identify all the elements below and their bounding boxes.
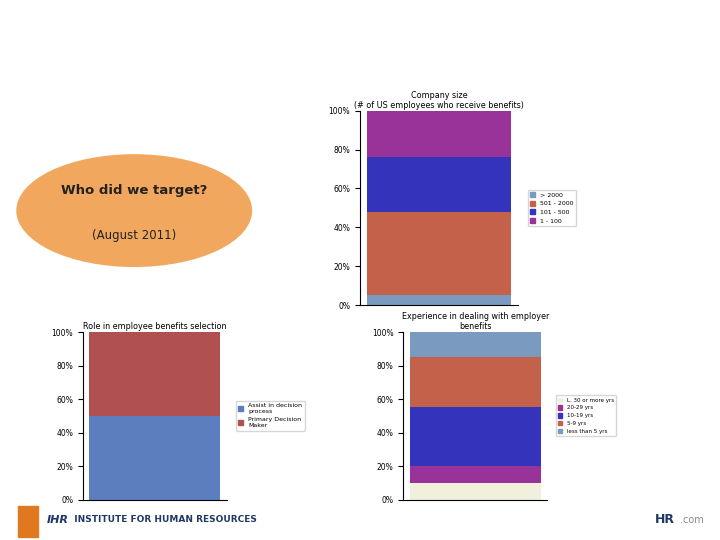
Bar	[89, 332, 220, 416]
Text: INSTITUTE FOR HUMAN RESOURCES: INSTITUTE FOR HUMAN RESOURCES	[68, 515, 257, 524]
Ellipse shape	[17, 154, 252, 267]
Bar	[410, 357, 541, 407]
Legend: Assist in decision
process, Primary Decision
Maker: Assist in decision process, Primary Deci…	[235, 401, 305, 431]
Legend: L. 30 or more yrs, 20-29 yrs, 10-19 yrs, 5-9 yrs, less than 5 yrs: L. 30 or more yrs, 20-29 yrs, 10-19 yrs,…	[556, 395, 616, 436]
Bar	[410, 332, 541, 357]
Text: IHR: IHR	[47, 515, 69, 525]
Bar	[367, 295, 511, 305]
Title: Company size
(# of US employees who receive benefits): Company size (# of US employees who rece…	[354, 91, 524, 110]
Bar	[367, 157, 511, 212]
Text: HR: HR	[655, 513, 675, 526]
Legend: > 2000, 501 - 2000, 101 - 500, 1 - 100: > 2000, 501 - 2000, 101 - 500, 1 - 100	[528, 190, 577, 226]
Bar	[410, 483, 541, 500]
Text: Employer Survey Parameters: Employer Survey Parameters	[29, 31, 528, 60]
Text: .com: .com	[680, 515, 704, 525]
Bar	[367, 212, 511, 295]
Bar	[410, 466, 541, 483]
Title: Role in employee benefits selection: Role in employee benefits selection	[83, 322, 227, 332]
Title: Experience in dealing with employer
benefits: Experience in dealing with employer bene…	[402, 312, 549, 332]
Bar	[367, 111, 511, 157]
Bar	[18, 507, 38, 537]
Text: Who did we target?: Who did we target?	[61, 184, 207, 197]
Bar	[410, 407, 541, 466]
Text: (August 2011): (August 2011)	[92, 229, 176, 242]
Bar	[89, 416, 220, 500]
